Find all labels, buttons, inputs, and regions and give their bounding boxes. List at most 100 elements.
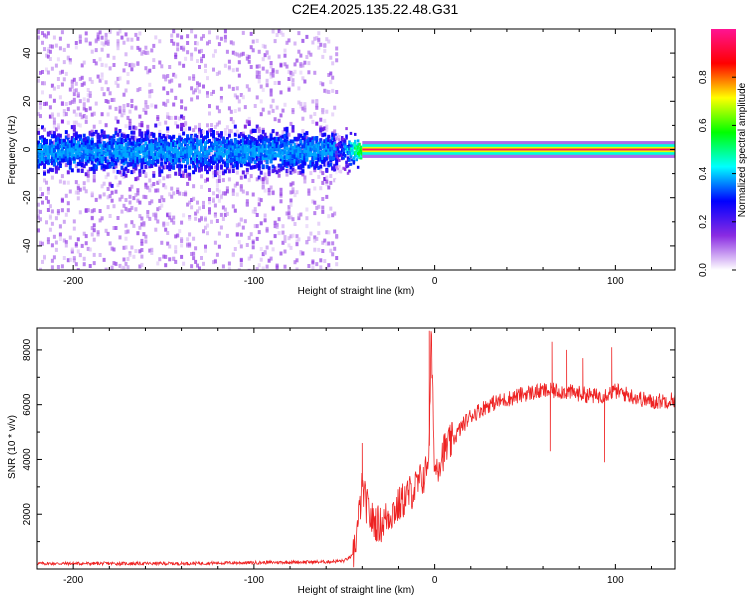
- heatmap-cell: [208, 128, 211, 133]
- heatmap-cell: [287, 155, 291, 160]
- heatmap-cell: [303, 179, 307, 184]
- heatmap-cell: [271, 142, 275, 147]
- heatmap-cell: [76, 190, 80, 195]
- heatmap-cell: [48, 94, 52, 99]
- heatmap-cell: [315, 103, 319, 108]
- heatmap-cell: [342, 166, 345, 170]
- heatmap-cell: [45, 53, 48, 58]
- heatmap-cell: [41, 40, 44, 45]
- heatmap-cell: [319, 258, 323, 263]
- heatmap-cell: [261, 185, 265, 190]
- heatmap-cell: [253, 153, 257, 158]
- heatmap-cell: [303, 157, 307, 162]
- heatmap-cell: [259, 148, 263, 153]
- heatmap-cell: [305, 157, 309, 162]
- heatmap-cell: [233, 144, 237, 148]
- heatmap-cell: [50, 160, 54, 165]
- heatmap-cell: [287, 141, 291, 145]
- heatmap-cell: [301, 152, 305, 157]
- heatmap-cell: [46, 49, 50, 54]
- heatmap-cell: [104, 63, 108, 68]
- heatmap-cell: [261, 87, 265, 92]
- heatmap-cell: [172, 29, 176, 34]
- heatmap-cell: [346, 147, 350, 151]
- heatmap-cell: [130, 161, 134, 166]
- heatmap-cell: [54, 153, 58, 158]
- heatmap-cell: [273, 220, 277, 225]
- heatmap-cell: [142, 194, 146, 199]
- heatmap-cell: [303, 141, 307, 146]
- heatmap-cell: [287, 38, 291, 43]
- heatmap-cell: [233, 124, 237, 129]
- heatmap-cell: [241, 158, 245, 163]
- heatmap-cell: [50, 112, 54, 117]
- heatmap-cell: [170, 218, 174, 223]
- heatmap-cell: [88, 93, 92, 98]
- heatmap-cell: [210, 165, 213, 170]
- heatmap-cell: [261, 107, 265, 112]
- heatmap-cell: [60, 119, 64, 124]
- heatmap-cell: [174, 149, 178, 154]
- heatmap-cell: [271, 29, 275, 34]
- heatmap-cell: [148, 143, 152, 148]
- heatmap-cell: [37, 143, 40, 148]
- heatmap-cell: [160, 195, 164, 200]
- heatmap-cell: [213, 138, 217, 143]
- heatmap-cell: [331, 112, 335, 117]
- heatmap-cell: [39, 105, 42, 110]
- heatmap-cell: [289, 170, 293, 175]
- heatmap-cell: [315, 205, 319, 210]
- heatmap-cell: [213, 165, 217, 170]
- heatmap-cell: [188, 76, 192, 81]
- heatmap-cell: [237, 157, 241, 162]
- heatmap-cell: [299, 147, 303, 152]
- heatmap-cell: [253, 149, 257, 154]
- heatmap-cell: [265, 180, 269, 185]
- heatmap-cell: [261, 129, 265, 134]
- heatmap-cell: [329, 160, 333, 165]
- heatmap-cell: [335, 143, 338, 147]
- heatmap-cell: [148, 248, 152, 253]
- heatmap-cell: [45, 101, 48, 106]
- heatmap-cell: [261, 43, 265, 48]
- heatmap-cell: [285, 155, 289, 159]
- heatmap-cell: [108, 140, 112, 145]
- heatmap-cell: [46, 54, 50, 59]
- heatmap-cell: [325, 140, 329, 145]
- heatmap-cell: [180, 164, 184, 169]
- heatmap-cell: [200, 139, 203, 144]
- heatmap-cell: [52, 134, 56, 139]
- heatmap-cell: [269, 256, 273, 261]
- heatmap-cell: [354, 154, 357, 158]
- heatmap-cell: [200, 167, 203, 172]
- heatmap-cell: [130, 170, 134, 175]
- heatmap-cell: [245, 170, 249, 175]
- heatmap-cell: [317, 157, 321, 162]
- heatmap-cell: [287, 69, 291, 74]
- heatmap-cell: [196, 163, 199, 168]
- heatmap-cell: [275, 139, 279, 144]
- heatmap-cell: [215, 122, 219, 127]
- heatmap-cell: [64, 163, 68, 168]
- heatmap-cell: [140, 131, 144, 136]
- heatmap-cell: [96, 144, 100, 149]
- heatmap-cell: [358, 153, 361, 157]
- heatmap-cell: [200, 56, 203, 61]
- heatmap-cell: [219, 140, 223, 145]
- heatmap-cell: [174, 249, 178, 254]
- heatmap-cell: [213, 125, 217, 129]
- heatmap-cell: [325, 89, 329, 94]
- heatmap-cell: [116, 43, 120, 48]
- heatmap-cell: [269, 133, 273, 138]
- heatmap-cell: [271, 148, 275, 153]
- heatmap-cell: [70, 153, 74, 158]
- heatmap-cell: [251, 146, 255, 151]
- heatmap-cell: [305, 240, 309, 245]
- heatmap-cell: [188, 172, 192, 177]
- heatmap-cell: [108, 146, 112, 151]
- heatmap-cell: [291, 233, 295, 238]
- heatmap-cell: [144, 147, 148, 152]
- heatmap-cell: [303, 161, 307, 166]
- heatmap-cell: [307, 137, 311, 142]
